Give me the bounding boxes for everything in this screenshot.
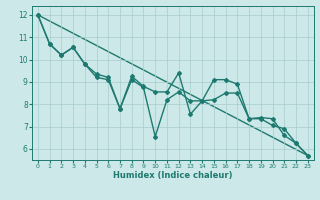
X-axis label: Humidex (Indice chaleur): Humidex (Indice chaleur) [113, 171, 233, 180]
